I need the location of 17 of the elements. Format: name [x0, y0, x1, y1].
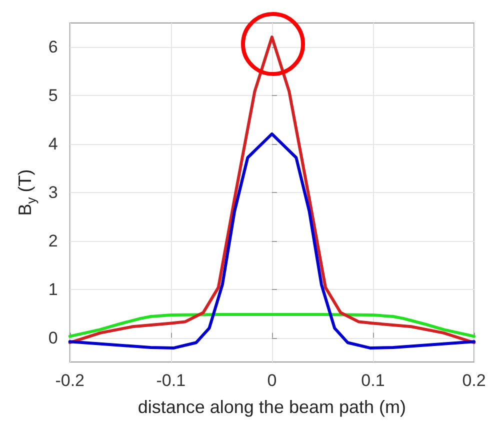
x-tick-label: 0.2	[462, 371, 486, 390]
x-tick-label: -0.2	[55, 371, 85, 390]
y-tick-label: 6	[48, 38, 58, 57]
x-tick-label: -0.1	[156, 371, 186, 390]
y-tick-label: 3	[48, 183, 58, 202]
y-tick-label: 0	[48, 328, 58, 348]
y-tick-label: 1	[48, 280, 58, 299]
y-tick-label: 2	[48, 231, 58, 250]
x-tick-label: 0.1	[361, 371, 385, 390]
x-tick-label: 0	[267, 371, 277, 390]
line-series	[68, 132, 476, 350]
line-series	[68, 36, 476, 344]
x-axis-title: distance along the beam path (m)	[138, 397, 406, 417]
y-tick-label: 4	[48, 134, 58, 154]
y-tick-label: 5	[48, 86, 58, 106]
line-series	[68, 313, 476, 338]
y-axis-title: By (T)	[15, 169, 38, 216]
